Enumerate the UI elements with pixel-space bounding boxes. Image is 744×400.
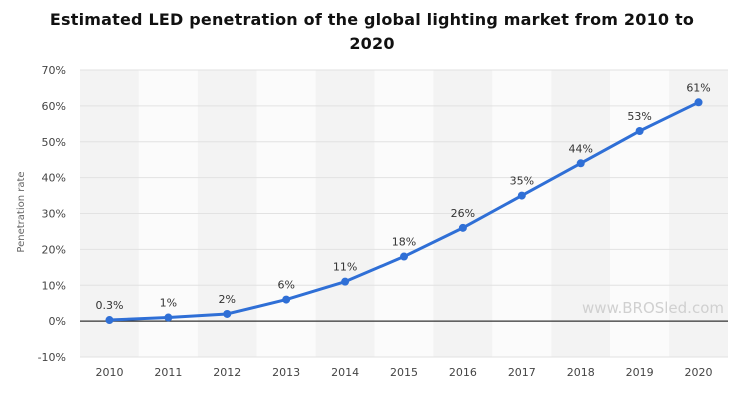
data-label-2017: 35% (510, 175, 534, 188)
data-point-2015 (400, 252, 408, 261)
x-tick-label-2016: 2016 (449, 366, 477, 379)
x-tick-label-2015: 2015 (390, 366, 418, 379)
y-tick-label: 0% (49, 315, 66, 328)
data-point-2012 (223, 309, 232, 318)
data-point-2018 (576, 159, 585, 168)
y-tick-label: 20% (42, 243, 66, 256)
data-label-2014: 11% (333, 261, 357, 274)
y-tick-label: 50% (42, 136, 66, 149)
chart-title-line-1: Estimated LED penetration of the global … (49, 10, 695, 29)
x-tick-label-2017: 2017 (508, 366, 536, 379)
x-tick-label-2013: 2013 (272, 366, 300, 379)
data-label-2020: 61% (686, 81, 710, 94)
data-label-2016: 26% (451, 207, 475, 220)
y-tick-label: 70% (42, 64, 66, 77)
series-line-group (105, 98, 703, 325)
x-tick-label-2018: 2018 (567, 366, 595, 379)
data-point-2016 (458, 223, 467, 232)
y-tick-label: 40% (42, 172, 66, 185)
y-tick-label: 30% (42, 208, 66, 221)
data-label-2013: 6% (277, 279, 294, 292)
data-point-2014 (341, 277, 350, 286)
watermark: www.BROSled.com (582, 299, 724, 317)
y-tick-label: 60% (42, 100, 66, 113)
data-label-2019: 53% (627, 110, 651, 123)
x-tick-label-2011: 2011 (154, 366, 182, 379)
y-axis-ticks: 70% 60% 50% 40% 30% 20% 10% 0% -10% (38, 64, 66, 364)
data-label-2015: 18% (392, 236, 416, 249)
data-label-2012: 2% (219, 293, 236, 306)
x-axis-ticks: 2010 2011 2012 2013 2014 2015 2016 2017 2018 2019… (95, 366, 712, 379)
data-point-2011 (164, 313, 173, 322)
x-tick-label-2020: 2020 (685, 366, 713, 379)
chart-title-line-2: 2020 (349, 34, 395, 53)
x-tick-label-2014: 2014 (331, 366, 359, 379)
x-tick-label-2019: 2019 (626, 366, 654, 379)
data-point-2017 (517, 191, 526, 200)
data-label-2011: 1% (160, 297, 177, 310)
y-tick-label: -10% (38, 351, 66, 364)
data-label-2010: 0.3% (95, 299, 123, 312)
data-point-2010 (105, 316, 114, 325)
data-label-2018: 44% (569, 142, 593, 155)
data-point-2020 (694, 98, 703, 107)
data-labels: 0.3% 1% 2% 6% 11% 18% 26% 35% 44% 53% 61% (95, 81, 710, 312)
data-point-2019 (635, 126, 644, 135)
y-tick-label: 10% (42, 279, 66, 292)
data-point-2013 (282, 295, 291, 304)
chart-title: Estimated LED penetration of the global … (0, 8, 744, 56)
x-tick-label-2010: 2010 (95, 366, 123, 379)
y-axis-label: Penetration rate (16, 171, 27, 252)
x-tick-label-2012: 2012 (213, 366, 241, 379)
